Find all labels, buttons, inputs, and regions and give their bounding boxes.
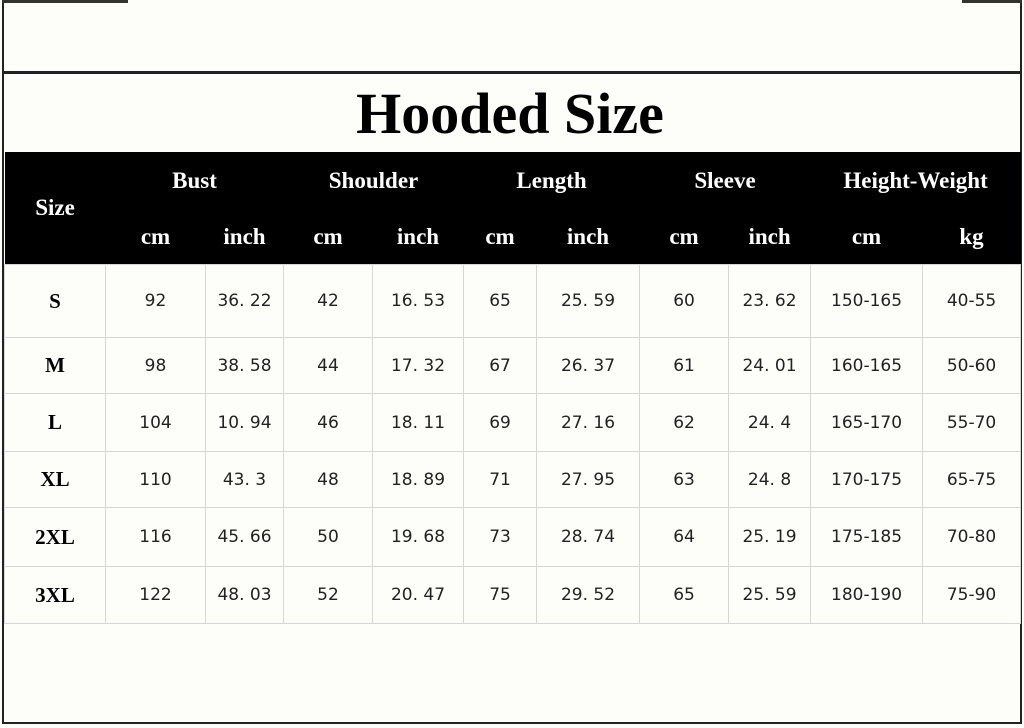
- size-label: L: [4, 393, 106, 452]
- table-cell: 23. 62: [728, 264, 812, 338]
- table-cell: 64: [639, 507, 730, 567]
- page-title: Hooded Size: [356, 81, 664, 146]
- table-cell: 65-75: [922, 451, 1022, 508]
- table-cell: 42: [283, 264, 373, 338]
- table-cell: 10. 94: [205, 393, 284, 452]
- table-cell: 26. 37: [536, 337, 641, 394]
- table-cell: 65: [463, 264, 538, 338]
- table-cell: 45. 66: [205, 507, 284, 567]
- size-label: XL: [4, 451, 106, 508]
- header-unit: kg: [922, 210, 1021, 265]
- table-cell: 104: [105, 393, 206, 452]
- table-cell: 25. 59: [728, 566, 812, 624]
- table-cell: 25. 59: [536, 264, 641, 338]
- table-cell: 28. 74: [536, 507, 641, 567]
- table-cell: 122: [105, 566, 206, 624]
- table-cell: 20. 47: [371, 566, 465, 624]
- table-cell: 170-175: [810, 451, 924, 508]
- header-unit: inch: [728, 210, 811, 265]
- header-length: Length: [463, 152, 640, 210]
- table-cell: 180-190: [810, 566, 924, 624]
- table-cell: 165-170: [810, 393, 924, 452]
- header-unit: inch: [205, 210, 284, 265]
- table-cell: 175-185: [810, 507, 924, 567]
- size-label: M: [4, 337, 106, 394]
- header-unit: cm: [283, 210, 373, 265]
- table-cell: 46: [283, 393, 373, 452]
- table-cell: 24. 4: [728, 393, 812, 452]
- table-cell: 52: [283, 566, 373, 624]
- table-cell: 110: [105, 451, 206, 508]
- table-cell: 27. 16: [536, 393, 641, 452]
- table-cell: 160-165: [810, 337, 924, 394]
- table-cell: 48: [283, 451, 373, 508]
- table-cell: 60: [639, 264, 730, 338]
- table-cell: 19. 68: [371, 507, 465, 567]
- header-unit: inch: [372, 210, 464, 265]
- frame-corner-right: [962, 0, 1022, 3]
- table-cell: 27. 95: [536, 451, 641, 508]
- table-row: L 104 10. 94 46 18. 11 69 27. 16 62 24. 4 165-170…: [4, 393, 1022, 452]
- header-unit: inch: [536, 210, 640, 265]
- table-cell: 16. 53: [371, 264, 465, 338]
- table-cell: 75-90: [922, 566, 1022, 624]
- table-cell: 50: [283, 507, 373, 567]
- table-cell: 24. 01: [728, 337, 812, 394]
- table-cell: 61: [639, 337, 730, 394]
- title-divider: [2, 71, 1020, 74]
- table-cell: 75: [463, 566, 538, 624]
- header-height-weight: Height-Weight: [810, 152, 1021, 210]
- table-cell: 98: [105, 337, 206, 394]
- header-unit: cm: [463, 210, 537, 265]
- table-cell: 40-55: [922, 264, 1022, 338]
- table-row: 2XL 116 45. 66 50 19. 68 73 28. 74 64 25. 19 175-…: [4, 507, 1022, 567]
- header-unit: cm: [810, 210, 923, 265]
- size-label: 3XL: [4, 566, 106, 624]
- table-row: 3XL 122 48. 03 52 20. 47 75 29. 52 65 25. 59 180-…: [4, 566, 1022, 624]
- table-cell: 38. 58: [205, 337, 284, 394]
- table-cell: 63: [639, 451, 730, 508]
- size-table: Size Bust Shoulder Length Sleeve Height-…: [4, 152, 1022, 624]
- header-size: Size: [4, 152, 106, 265]
- table-cell: 70-80: [922, 507, 1022, 567]
- table-cell: 71: [463, 451, 538, 508]
- header-bust: Bust: [105, 152, 284, 210]
- header-unit: cm: [105, 210, 206, 265]
- table-cell: 150-165: [810, 264, 924, 338]
- table-cell: 44: [283, 337, 373, 394]
- table-cell: 24. 8: [728, 451, 812, 508]
- size-label: 2XL: [4, 507, 106, 567]
- table-cell: 65: [639, 566, 730, 624]
- table-row: S 92 36. 22 42 16. 53 65 25. 59 60 23. 62 150-165…: [4, 264, 1022, 338]
- table-cell: 62: [639, 393, 730, 452]
- table-cell: 116: [105, 507, 206, 567]
- frame-corner-left: [2, 0, 128, 3]
- header-sleeve: Sleeve: [639, 152, 811, 210]
- table-cell: 18. 89: [371, 451, 465, 508]
- table-row: M 98 38. 58 44 17. 32 67 26. 37 61 24. 01 160-165…: [4, 337, 1022, 394]
- table-cell: 73: [463, 507, 538, 567]
- size-label: S: [4, 264, 106, 338]
- table-cell: 43. 3: [205, 451, 284, 508]
- table-cell: 18. 11: [371, 393, 465, 452]
- header-shoulder: Shoulder: [283, 152, 464, 210]
- table-cell: 36. 22: [205, 264, 284, 338]
- table-cell: 50-60: [922, 337, 1022, 394]
- table-cell: 69: [463, 393, 538, 452]
- table-cell: 25. 19: [728, 507, 812, 567]
- table-cell: 17. 32: [371, 337, 465, 394]
- table-cell: 92: [105, 264, 206, 338]
- table-cell: 67: [463, 337, 538, 394]
- header-unit: cm: [639, 210, 729, 265]
- table-cell: 29. 52: [536, 566, 641, 624]
- table-cell: 55-70: [922, 393, 1022, 452]
- table-row: XL 110 43. 3 48 18. 89 71 27. 95 63 24. 8 170-175…: [4, 451, 1022, 508]
- table-cell: 48. 03: [205, 566, 284, 624]
